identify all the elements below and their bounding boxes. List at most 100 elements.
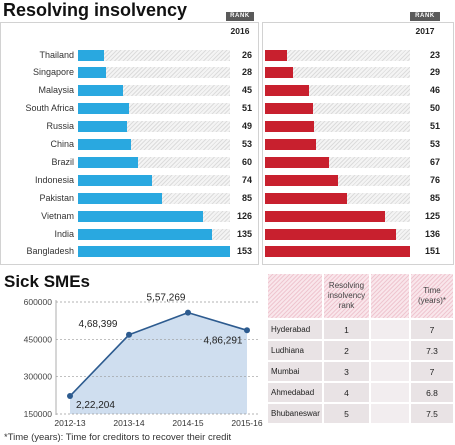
country-label: Bangladesh — [26, 246, 74, 257]
rank-badge: RANK — [226, 12, 254, 21]
blank-cell — [371, 320, 409, 339]
blank-cell — [371, 362, 409, 381]
country-label: Pakistan — [39, 192, 74, 203]
table-header-blank — [371, 274, 409, 318]
table-header-time: Time (years)* — [411, 274, 453, 318]
rank-value: 46 — [429, 85, 440, 96]
rank-value: 151 — [424, 246, 440, 257]
rank-bar — [78, 192, 163, 204]
rank-bar — [78, 49, 104, 61]
rank-value: 67 — [429, 156, 440, 167]
rank-bar — [265, 103, 313, 115]
rank-cell: 2 — [324, 341, 369, 360]
rank-panel-right — [262, 22, 454, 265]
y-tick-label: 150000 — [24, 409, 53, 419]
rank-value: 85 — [241, 192, 252, 203]
rank-bar — [78, 139, 131, 150]
table-header-rank: Resolving insolvency rank — [324, 274, 369, 318]
rank-value: 51 — [429, 121, 440, 132]
rank-value: 53 — [429, 139, 440, 149]
rank-panel-left — [0, 22, 259, 265]
time-cell: 7.3 — [411, 341, 453, 360]
table-header-row: Resolving insolvency rank Time (years)* — [268, 274, 453, 318]
bar-track — [265, 49, 410, 61]
area-fill — [70, 312, 247, 414]
table-row: Bhubaneswar 5 7.5 — [268, 404, 453, 423]
data-point — [244, 327, 250, 334]
rank-value: 26 — [241, 49, 252, 60]
year-label: 2017 — [415, 26, 435, 36]
bar-track — [265, 85, 410, 97]
rank-bar — [265, 67, 293, 79]
rank-value: 153 — [236, 246, 252, 257]
country-label: Malaysia — [38, 85, 74, 96]
country-label: India — [54, 228, 74, 239]
bar-track — [265, 156, 410, 168]
rank-cell: 3 — [324, 362, 369, 381]
rank-bar — [265, 49, 288, 61]
rank-bar — [78, 174, 152, 186]
rank-bar — [265, 228, 396, 240]
rank-value: 29 — [429, 67, 440, 78]
y-tick-label: 300000 — [24, 372, 53, 382]
table-row: Ludhiana 2 7.3 — [268, 341, 453, 360]
rank-bar — [78, 103, 129, 115]
data-point — [126, 331, 132, 338]
rank-value: 50 — [429, 103, 440, 114]
rank-bar — [78, 156, 138, 168]
rank-value: 53 — [241, 139, 252, 149]
rank-value: 49 — [241, 121, 252, 132]
data-label: 4,86,291 — [204, 335, 243, 346]
rank-bar — [265, 121, 314, 133]
year-label: 2016 — [230, 26, 250, 36]
rank-bar — [265, 210, 386, 222]
sick-smes-title: Sick SMEs — [4, 272, 90, 291]
rank-value: 125 — [424, 210, 440, 221]
rank-value: 23 — [429, 49, 440, 60]
rank-bar — [78, 228, 213, 240]
bar-track — [78, 49, 230, 61]
table-row: Ahmedabad 4 6.8 — [268, 383, 453, 402]
rank-bar — [78, 121, 127, 133]
sick-smes-chart: 600000 450000 300000 150000 2,22,204 4,68,399… — [24, 293, 263, 428]
data-point — [185, 309, 191, 316]
rank-value: 74 — [241, 174, 252, 185]
x-tick-label: 2012-13 — [54, 418, 85, 428]
city-name: Mumbai — [268, 362, 322, 381]
rank-value: 76 — [429, 174, 440, 185]
rank-value: 136 — [424, 228, 440, 239]
city-insolvency-table: Resolving insolvency rank Time (years)* Hy… — [268, 274, 453, 423]
rank-bar — [78, 210, 204, 222]
rank-cell: 4 — [324, 383, 369, 402]
country-label: Russia — [46, 121, 74, 132]
table-row: Mumbai 3 7 — [268, 362, 453, 381]
country-label: Thailand — [39, 49, 74, 60]
time-cell: 7 — [411, 362, 453, 381]
rank-bar — [265, 192, 347, 204]
rank-bar — [265, 246, 410, 258]
data-label: 4,68,399 — [79, 319, 118, 330]
rank-bar — [78, 246, 230, 258]
rank-value: 28 — [241, 67, 252, 78]
rank-value: 126 — [236, 210, 252, 221]
rank-value: 60 — [241, 156, 252, 167]
trend-line — [69, 311, 248, 397]
blank-cell — [371, 383, 409, 402]
x-tick-label: 2013-14 — [113, 418, 144, 428]
table-header-blank — [268, 274, 322, 318]
bar-track — [78, 156, 230, 168]
bar-track — [265, 103, 410, 115]
city-name: Ahmedabad — [268, 383, 322, 402]
y-tick-label: 600000 — [24, 297, 53, 307]
blank-cell — [371, 341, 409, 360]
x-tick-label: 2015-16 — [231, 418, 262, 428]
bar-track — [78, 103, 230, 115]
city-name: Hyderabad — [268, 320, 322, 339]
data-label: 5,57,269 — [147, 293, 186, 304]
country-label: Indonesia — [34, 174, 74, 185]
rank-bar — [265, 174, 338, 186]
rank-bar — [265, 85, 310, 97]
city-name: Ludhiana — [268, 341, 322, 360]
time-cell: 6.8 — [411, 383, 453, 402]
